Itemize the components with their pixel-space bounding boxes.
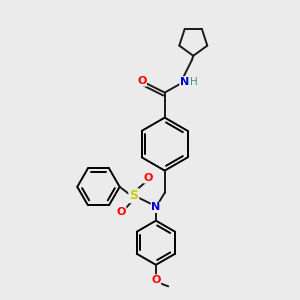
Text: S: S — [129, 189, 138, 202]
Text: O: O — [116, 207, 126, 217]
Text: N: N — [151, 202, 160, 212]
Text: O: O — [151, 275, 160, 285]
Text: H: H — [190, 77, 198, 87]
Text: O: O — [137, 76, 146, 86]
Text: O: O — [144, 173, 153, 183]
Text: N: N — [180, 77, 189, 87]
